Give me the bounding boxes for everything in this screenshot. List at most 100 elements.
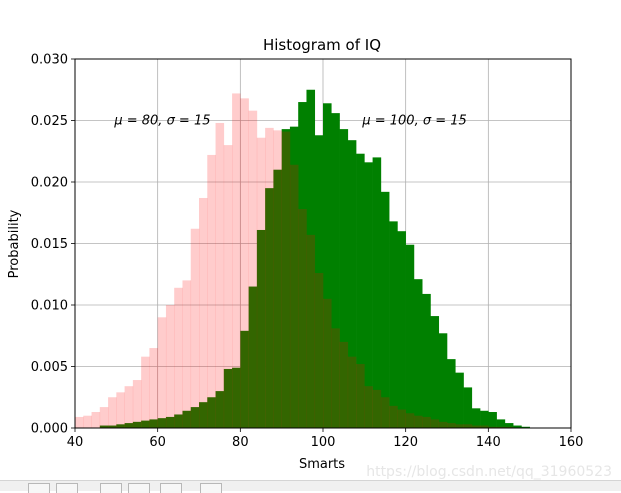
histogram-bar — [298, 209, 307, 428]
histogram-bar — [215, 391, 225, 428]
histogram-bar — [207, 154, 216, 428]
histogram-bar — [99, 425, 109, 428]
histogram-bars — [75, 89, 530, 429]
histogram-bar — [256, 229, 266, 428]
histogram-bar — [447, 359, 456, 428]
histogram-bar — [438, 421, 448, 428]
histogram-bar — [108, 397, 117, 428]
histogram-bar — [471, 408, 481, 428]
histogram-bar — [447, 423, 456, 428]
annotation-label: μ = 100, σ = 15 — [361, 114, 466, 129]
x-tick-label: 60 — [149, 435, 166, 450]
y-tick-label: 0.030 — [31, 53, 68, 68]
histogram-bar — [422, 416, 431, 428]
histogram-bar — [83, 415, 92, 428]
histogram-bar — [513, 425, 522, 428]
histogram-bar — [132, 380, 142, 428]
histogram-bar — [248, 110, 258, 428]
histogram-bar — [116, 392, 125, 428]
histogram-bar — [289, 164, 299, 428]
histogram-bar — [306, 234, 316, 428]
histogram-bar — [165, 416, 175, 428]
histogram-bar — [240, 98, 249, 429]
histogram-bar — [174, 414, 183, 428]
histogram-bar — [488, 412, 497, 428]
x-tick-label: 120 — [393, 435, 418, 450]
histogram-bar — [364, 386, 373, 428]
histogram-bar — [380, 191, 390, 428]
histogram-bar — [323, 103, 332, 428]
histogram-bar — [314, 135, 324, 428]
histogram-bar — [273, 169, 282, 428]
histogram-bar — [488, 426, 497, 428]
histogram-bar — [132, 421, 142, 428]
histogram-bar — [99, 407, 109, 428]
histogram-bar — [289, 126, 299, 429]
y-tick-label: 0.020 — [31, 176, 68, 191]
x-tick-label: 140 — [476, 435, 501, 450]
histogram-bar — [430, 316, 440, 428]
x-tick-label: 160 — [559, 435, 584, 450]
pan-button[interactable] — [100, 483, 122, 493]
home-button[interactable] — [28, 483, 50, 493]
watermark-text: https://blog.csdn.net/qq_31960523 — [366, 464, 612, 480]
histogram-bar — [223, 368, 233, 428]
histogram-bar — [463, 387, 473, 428]
annotations: μ = 80, σ = 15 μ = 100, σ = 15 — [113, 114, 466, 129]
histogram-bar — [356, 153, 365, 428]
histogram-bar — [265, 188, 274, 428]
histogram-bar — [273, 130, 282, 428]
histogram-bar — [380, 397, 390, 428]
x-tick-label: 100 — [311, 435, 336, 450]
histogram-bar — [199, 197, 208, 428]
histogram-bar — [389, 405, 398, 428]
histogram-bar — [422, 293, 431, 428]
x-axis: 40 60 80 100 120 140 160 — [67, 428, 584, 450]
chart-title: Histogram of IQ — [263, 36, 381, 54]
histogram-bar — [455, 424, 464, 428]
histogram-bar — [108, 425, 117, 428]
histogram-bar — [141, 356, 150, 428]
y-tick-label: 0.010 — [31, 299, 68, 314]
histogram-bar — [248, 286, 258, 428]
histogram-bar — [174, 287, 183, 428]
histogram-bar — [314, 273, 324, 428]
histogram-bar — [413, 279, 423, 428]
histogram-bar — [480, 410, 489, 428]
histogram-bar — [339, 129, 349, 429]
histogram-bar — [157, 418, 167, 428]
histogram-bar — [496, 426, 506, 428]
histogram-bar — [223, 145, 233, 428]
configure-button[interactable] — [160, 483, 182, 493]
histogram-bar — [182, 410, 192, 428]
histogram-bar — [504, 423, 514, 428]
histogram-bar — [232, 93, 241, 428]
histogram-bar — [265, 127, 274, 428]
y-axis-label: Probability — [7, 209, 22, 278]
histogram-bar — [215, 122, 225, 429]
histogram-bar — [124, 423, 134, 428]
histogram-bar — [372, 157, 382, 428]
histogram-bar — [91, 412, 101, 428]
histogram-bar — [116, 424, 125, 428]
zoom-button[interactable] — [128, 483, 150, 493]
y-tick-label: 0.025 — [31, 114, 68, 129]
histogram-bar — [149, 419, 158, 428]
histogram-bar — [182, 280, 192, 428]
save-button[interactable] — [200, 483, 222, 493]
back-button[interactable] — [56, 483, 78, 493]
x-tick-label: 40 — [67, 435, 84, 450]
histogram-bar — [496, 419, 506, 428]
histogram-bar — [347, 356, 357, 428]
histogram-bar — [281, 131, 291, 428]
histogram-bar — [190, 228, 200, 428]
histogram-bar — [364, 162, 373, 428]
histogram-bar — [124, 386, 134, 428]
histogram-bar — [389, 221, 398, 428]
y-axis: 0.000 0.005 0.010 0.015 0.020 0.025 0.030 — [31, 53, 75, 437]
histogram-bar — [480, 425, 489, 428]
histogram-bar — [199, 402, 208, 428]
histogram-bar — [356, 364, 365, 428]
histogram-bar — [190, 407, 200, 428]
